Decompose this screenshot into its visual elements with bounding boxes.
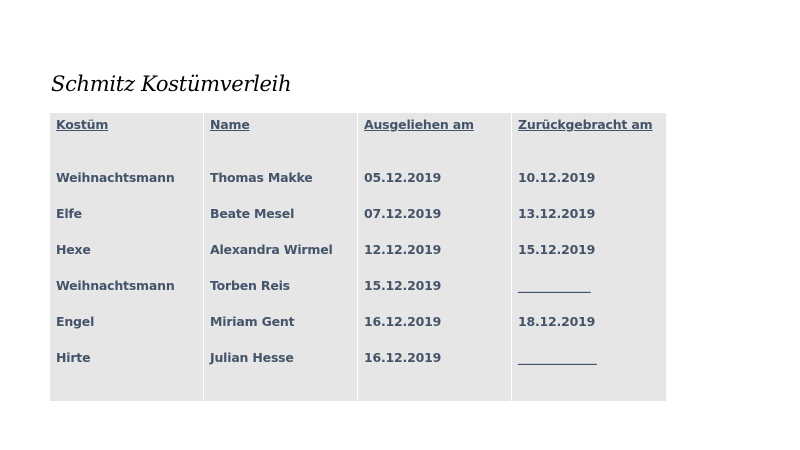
table-cell-returned-date: _____________: [518, 350, 597, 365]
table-cell-costume: Hirte: [56, 350, 91, 365]
table-cell-borrowed-date: 16.12.2019: [364, 314, 442, 329]
column-name: Name Thomas Makke Beate Mesel Alexandra Wir…: [204, 113, 358, 401]
column-borrowed-date: Ausgeliehen am 05.12.2019 07.12.2019 12.12.…: [358, 113, 512, 401]
table-cell-borrowed-date: 16.12.2019: [364, 350, 442, 365]
table-cell-costume: Hexe: [56, 242, 91, 257]
table-cell-returned-date: 10.12.2019: [518, 170, 596, 185]
table-cell-name: Beate Mesel: [210, 206, 295, 221]
table-cell-returned-date: ____________: [518, 278, 591, 293]
table-cell-borrowed-date: 07.12.2019: [364, 206, 442, 221]
column-returned-date: Zurückgebracht am 10.12.2019 13.12.2019 15.…: [512, 113, 666, 401]
table-cell-name: Alexandra Wirmel: [210, 242, 333, 257]
page-title: Schmitz Kostümverleih: [51, 72, 292, 96]
column-header: Ausgeliehen am: [364, 117, 474, 132]
table-cell-costume: Weihnachtsmann: [56, 278, 175, 293]
column-header: Name: [210, 117, 250, 132]
table-cell-name: Julian Hesse: [210, 350, 294, 365]
table-cell-returned-date: 15.12.2019: [518, 242, 596, 257]
table-cell-returned-date: 18.12.2019: [518, 314, 596, 329]
table-cell-costume: Weihnachtsmann: [56, 170, 175, 185]
table-cell-costume: Elfe: [56, 206, 82, 221]
table-cell-name: Torben Reis: [210, 278, 290, 293]
table-cell-borrowed-date: 12.12.2019: [364, 242, 442, 257]
table-cell-costume: Engel: [56, 314, 95, 329]
rental-table: Kostüm Weihnachtsmann Elfe Hexe Weihnachtsma…: [50, 113, 668, 401]
table-cell-returned-date: 13.12.2019: [518, 206, 596, 221]
table-cell-name: Thomas Makke: [210, 170, 313, 185]
column-header: Kostüm: [56, 117, 109, 132]
table-cell-borrowed-date: 05.12.2019: [364, 170, 442, 185]
column-header: Zurückgebracht am: [518, 117, 653, 132]
table-cell-borrowed-date: 15.12.2019: [364, 278, 442, 293]
table-cell-name: Miriam Gent: [210, 314, 295, 329]
column-costume: Kostüm Weihnachtsmann Elfe Hexe Weihnachtsma…: [50, 113, 204, 401]
